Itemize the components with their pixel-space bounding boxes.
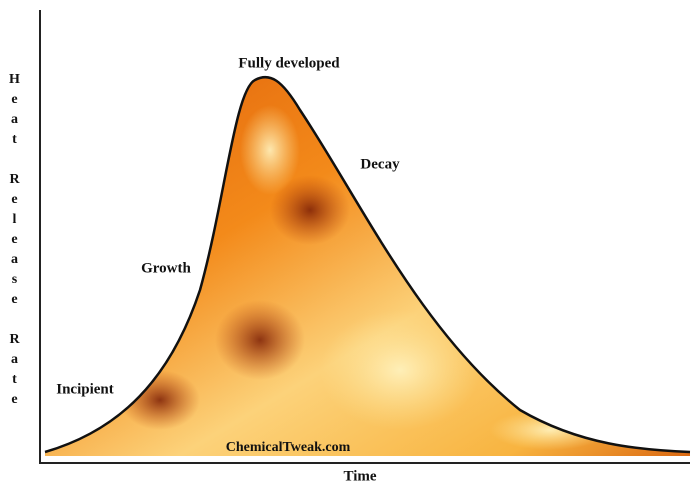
diagram: Incipient Growth Fully developed Decay C… <box>0 0 693 486</box>
y-axis-label: Heat Release Rate <box>6 72 22 412</box>
watermark: ChemicalTweak.com <box>226 440 351 455</box>
fire-fill <box>40 70 693 460</box>
x-axis-label: Time <box>343 468 376 484</box>
stage-label: Growth <box>141 260 191 276</box>
fire-stages-diagram: Incipient Growth Fully developed Decay C… <box>0 0 693 486</box>
stage-label: Incipient <box>56 381 114 397</box>
stage-label: Decay <box>360 156 400 172</box>
stage-label: Fully developed <box>238 55 340 71</box>
